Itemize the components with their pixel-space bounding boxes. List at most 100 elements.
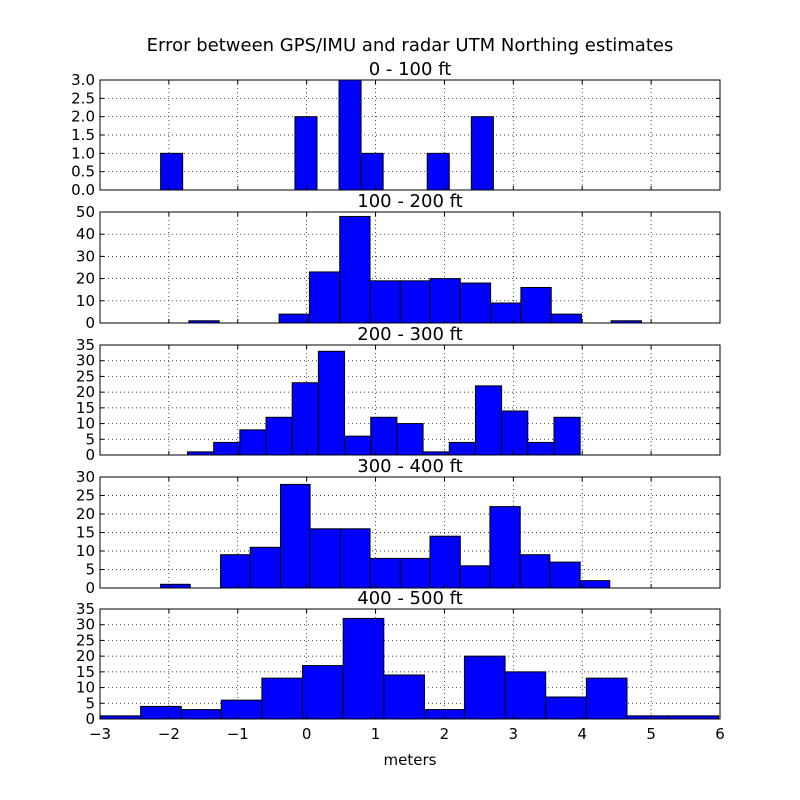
histogram-bar [291, 382, 319, 456]
y-tick-label: 10 [76, 542, 95, 560]
panel-frame [99, 344, 721, 456]
histogram-bar [180, 709, 222, 720]
histogram-bar [519, 554, 551, 589]
y-tick-label: 10 [76, 679, 95, 697]
histogram-bar [239, 429, 267, 456]
histogram-bar [399, 280, 431, 324]
histogram-bar [278, 313, 310, 324]
y-tick-label: 15 [76, 663, 95, 681]
x-tick-label: 1 [371, 725, 381, 743]
figure-title: Error between GPS/IMU and radar UTM Nort… [147, 35, 674, 56]
y-tick-label: 30 [76, 616, 95, 634]
panel-title: 200 - 300 ft [357, 324, 462, 345]
histogram-bar [338, 79, 362, 191]
histogram-bar [383, 674, 425, 720]
y-tick-label: 30 [76, 247, 95, 265]
y-tick-label: 5 [85, 694, 95, 712]
histogram-bar [396, 423, 424, 456]
y-tick-label: 25 [76, 367, 95, 385]
y-tick-label: 1.5 [71, 126, 95, 144]
x-tick-label: 4 [577, 725, 587, 743]
x-tick-label: −3 [89, 725, 111, 743]
histogram-bar [309, 528, 341, 589]
histogram-bar [459, 565, 491, 589]
histogram-bar [504, 671, 547, 720]
y-tick-label: 3.0 [71, 71, 95, 89]
histogram-bar [279, 483, 311, 589]
histogram-bar [426, 152, 450, 191]
histogram-bar [459, 282, 492, 324]
panel-2: 0 10 20 30 40 50 100 - 200 ft [76, 191, 721, 332]
histogram-bar [490, 302, 522, 324]
y-tick-label: 0.5 [71, 163, 95, 181]
histogram-bar [342, 617, 385, 720]
histogram-bar [339, 528, 371, 589]
x-tick-label: 2 [440, 725, 450, 743]
y-tick-label: 20 [76, 270, 95, 288]
histogram-bar [579, 580, 611, 589]
x-axis-label: meters [384, 751, 437, 769]
y-tick-label: 10 [76, 415, 95, 433]
y-tick-label: 15 [76, 524, 95, 542]
y-tick-label: 10 [76, 292, 95, 310]
panel-title: 0 - 100 ft [369, 59, 452, 80]
y-tick-label: 2.5 [71, 89, 95, 107]
y-tick-label: 0 [85, 579, 95, 597]
panel-1: 0.00.51.01.52.02.53.0 0 - 100 ft [71, 59, 721, 199]
histogram-bar [463, 655, 506, 720]
histogram-bar [399, 557, 431, 589]
histogram-bar [527, 441, 555, 456]
y-tick-label: 0 [85, 710, 95, 728]
histogram-bar [249, 546, 281, 589]
histogram-bar [489, 506, 521, 589]
panel-frame [99, 211, 721, 324]
histogram-bar [429, 278, 461, 324]
x-tick-label: −1 [227, 725, 249, 743]
histogram-bar [370, 416, 398, 456]
y-tick-label: 30 [76, 468, 95, 486]
panel-title: 300 - 400 ft [357, 456, 462, 477]
histogram-bar [369, 557, 401, 589]
histogram-bar [339, 215, 371, 324]
histogram-bar [308, 271, 341, 324]
shared-x-axis: −3 −2 −1 0 1 2 3 4 5 6 [89, 725, 725, 743]
histogram-bar [220, 554, 251, 589]
histogram-bar [160, 583, 191, 589]
x-tick-label: 6 [715, 725, 725, 743]
histogram-bar [585, 677, 628, 720]
histogram-bar [545, 696, 587, 720]
x-tick-label: 5 [646, 725, 656, 743]
y-tick-label: 5 [85, 561, 95, 579]
y-tick-label: 20 [76, 647, 95, 665]
panel-title: 400 - 500 ft [357, 588, 462, 609]
histogram-bar [160, 152, 184, 191]
panel-title: 100 - 200 ft [357, 191, 462, 212]
histogram-bar [213, 441, 241, 456]
histogram-bar [429, 535, 461, 589]
histogram-bar [220, 699, 263, 720]
histogram-bar [360, 152, 384, 191]
y-tick-label: 15 [76, 399, 95, 417]
y-tick-label: 40 [76, 225, 95, 243]
y-tick-label: 35 [76, 336, 95, 354]
y-tick-label: 0 [85, 446, 95, 464]
y-tick-label: 0 [85, 314, 95, 332]
y-tick-label: 50 [76, 203, 95, 221]
histogram-panels: 0.00.51.01.52.02.53.0 0 - 100 ft 0 10 20 30 40… [71, 59, 721, 728]
y-tick-label: 25 [76, 631, 95, 649]
histogram-bar [140, 705, 182, 720]
y-tick-label: 5 [85, 430, 95, 448]
y-tick-label: 1.0 [71, 144, 95, 162]
histogram-bar [501, 410, 529, 456]
y-tick-label: 2.0 [71, 108, 95, 126]
y-tick-label: 35 [76, 600, 95, 618]
x-tick-label: −2 [158, 725, 180, 743]
x-tick-label: 0 [302, 725, 312, 743]
histogram-bar [474, 385, 503, 456]
y-tick-label: 30 [76, 352, 95, 370]
y-tick-label: 25 [76, 487, 95, 505]
